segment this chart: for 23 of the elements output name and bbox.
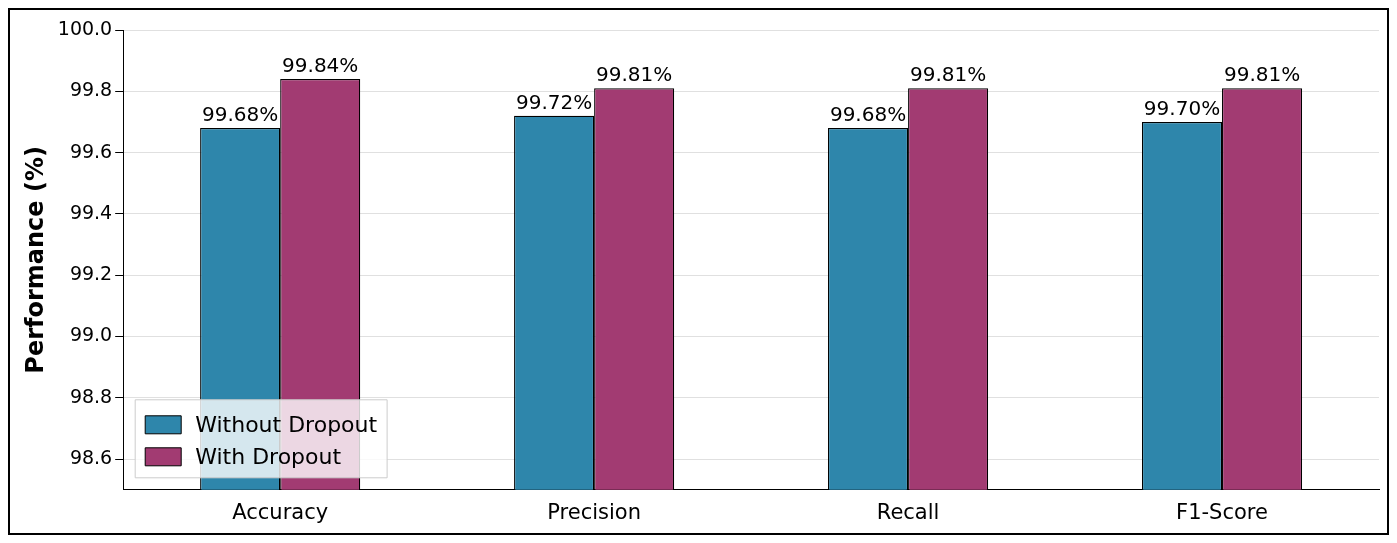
y-tick-label: 98.8 [69,384,113,407]
y-axis-title: Performance (%) [20,146,49,374]
y-tick-label: 100.0 [57,16,113,39]
x-tick-label: Recall [876,499,940,524]
data-label: 99.70% [1143,96,1221,121]
y-tick-label: 99.0 [69,323,113,346]
x-tick-label: Precision [547,499,641,524]
legend-label: Without Dropout [195,411,378,437]
y-tick-label: 99.4 [69,200,113,223]
data-label: 99.81% [1223,62,1301,87]
x-tick-label: Accuracy [232,499,329,524]
data-label: 99.68% [202,102,279,127]
data-label: 99.81% [596,62,673,87]
data-label: 99.84% [282,53,359,78]
data-label: 99.68% [829,102,907,127]
data-label: 99.72% [515,90,593,115]
y-tick-label: 99.6 [69,139,113,162]
y-tick-label: 99.2 [69,262,113,285]
x-tick-label: F1-Score [1176,499,1268,524]
y-tick-label: 98.6 [69,446,113,469]
data-label: 99.81% [909,62,987,87]
y-tick-label: 99.8 [69,78,113,101]
legend-label: With Dropout [195,443,342,469]
